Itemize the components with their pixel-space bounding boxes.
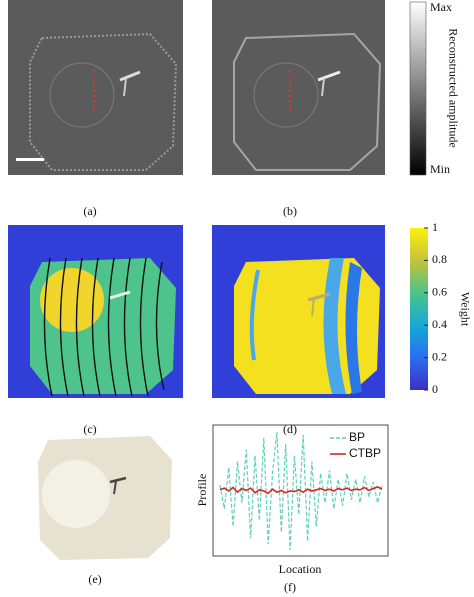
panel-label: (e) — [88, 572, 101, 586]
colorbar-tick-label: 0.8 — [432, 252, 447, 266]
colorbar-tick-label: 1 — [432, 220, 438, 234]
colorbar-gray — [409, 1, 427, 176]
panel-label: (b) — [283, 204, 297, 218]
panel-label: (c) — [83, 422, 96, 436]
panel-a-image — [8, 0, 183, 175]
panel-label: (f) — [284, 580, 296, 594]
series-line — [219, 431, 383, 551]
colorbar-title: Reconstructed amplitude — [446, 28, 460, 148]
colorbar-tick-label: 0.2 — [432, 349, 447, 363]
panel-label: (d) — [283, 422, 297, 436]
panel-label: (a) — [83, 204, 96, 218]
colorbar-ticks: 0 0.2 0.4 0.6 0.8 1 — [424, 220, 447, 396]
colorbar-max-label: Max — [430, 0, 452, 14]
panel-b-image — [212, 0, 385, 175]
colorbar-tick-label: 0.6 — [432, 285, 447, 299]
colorbar-min-label: Min — [430, 162, 450, 176]
series-line — [219, 486, 383, 495]
colorbar-weight — [410, 228, 428, 390]
legend-label: CTBP — [349, 446, 381, 460]
colorbar-tick-label: 0 — [432, 382, 438, 396]
colorbar-title: Weight — [458, 292, 472, 327]
legend-label: BP — [349, 430, 365, 444]
colorbar-tick-label: 0.4 — [432, 317, 447, 331]
y-axis-label: Profile — [195, 474, 209, 507]
panel-e-photo — [38, 436, 172, 560]
panel-d-image — [212, 225, 385, 398]
x-axis-label: Location — [279, 562, 322, 576]
panel-c-image — [8, 225, 183, 398]
profile-plot: BP CTBP — [212, 424, 389, 557]
